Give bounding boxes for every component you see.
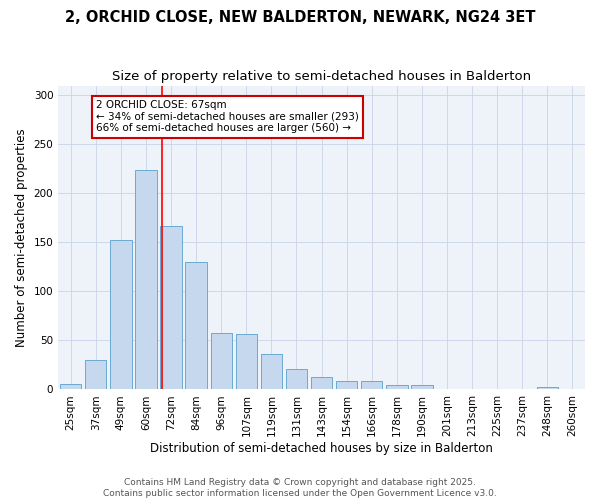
Bar: [261, 354, 282, 390]
Bar: [411, 384, 433, 390]
Bar: [160, 226, 182, 390]
Bar: [185, 262, 207, 390]
Bar: [236, 334, 257, 390]
Bar: [361, 380, 382, 390]
Bar: [110, 240, 131, 390]
Text: 2 ORCHID CLOSE: 67sqm
← 34% of semi-detached houses are smaller (293)
66% of sem: 2 ORCHID CLOSE: 67sqm ← 34% of semi-deta…: [96, 100, 359, 134]
Bar: [386, 384, 407, 390]
Bar: [211, 332, 232, 390]
Bar: [136, 170, 157, 390]
Text: Contains HM Land Registry data © Crown copyright and database right 2025.
Contai: Contains HM Land Registry data © Crown c…: [103, 478, 497, 498]
X-axis label: Distribution of semi-detached houses by size in Balderton: Distribution of semi-detached houses by …: [150, 442, 493, 455]
Bar: [60, 384, 82, 390]
Bar: [336, 380, 358, 390]
Title: Size of property relative to semi-detached houses in Balderton: Size of property relative to semi-detach…: [112, 70, 531, 83]
Bar: [311, 376, 332, 390]
Y-axis label: Number of semi-detached properties: Number of semi-detached properties: [15, 128, 28, 347]
Text: 2, ORCHID CLOSE, NEW BALDERTON, NEWARK, NG24 3ET: 2, ORCHID CLOSE, NEW BALDERTON, NEWARK, …: [65, 10, 535, 25]
Bar: [286, 369, 307, 390]
Bar: [537, 388, 558, 390]
Bar: [85, 360, 106, 390]
